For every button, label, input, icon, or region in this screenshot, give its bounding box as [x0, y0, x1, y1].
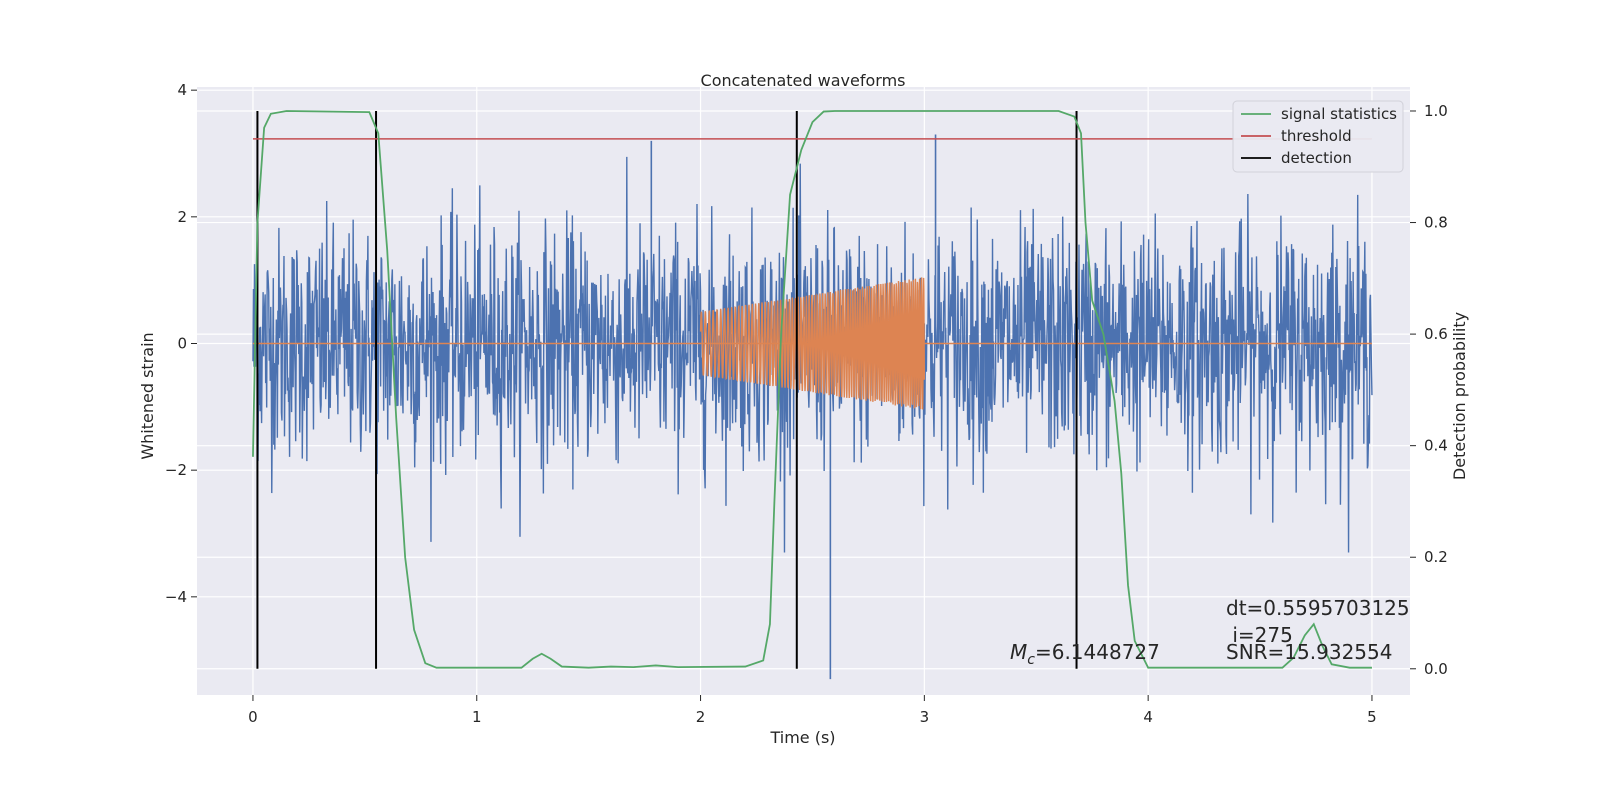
y2-axis-label: Detection probability	[1450, 312, 1469, 480]
chirp-series	[252, 277, 1372, 410]
x-tick-label: 2	[696, 708, 706, 726]
x-tick-label: 0	[248, 708, 258, 726]
dt-annotation: dt=0.5595703125	[1226, 596, 1410, 620]
chart-title: Concatenated waveforms	[701, 71, 906, 90]
y-tick-label: 2	[177, 208, 187, 226]
mc-value: =6.1448727	[1035, 640, 1160, 664]
signal-statistics-trace	[252, 110, 1372, 669]
y2-tick-label: 0.6	[1424, 325, 1448, 343]
x-tick-label: 3	[920, 708, 930, 726]
y-axis-ticks: −4 −2 0 2 4	[165, 81, 197, 606]
index-annotation: i=275	[1226, 623, 1293, 647]
signal-statistics-line	[252, 110, 1372, 669]
legend: signal statistics threshold detection	[1232, 100, 1404, 173]
y-tick-label: −4	[165, 588, 187, 606]
y-axis-label: Whitened strain	[138, 332, 157, 459]
legend-label-threshold: threshold	[1281, 127, 1352, 145]
y-tick-label: 4	[177, 81, 187, 99]
y2-tick-label: 0.2	[1424, 548, 1448, 566]
y2-tick-label: 0.8	[1424, 214, 1448, 232]
mc-subscript: c	[1027, 652, 1035, 668]
x-axis-ticks: 0 1 2 3 4 5	[248, 695, 1377, 726]
x-tick-label: 4	[1143, 708, 1153, 726]
legend-label-detection: detection	[1281, 149, 1352, 167]
y2-tick-label: 0.4	[1424, 437, 1448, 455]
y2-axis-ticks: 0.0 0.2 0.4 0.6 0.8 1.0	[1410, 102, 1448, 678]
detection-lines	[256, 110, 1078, 669]
chirp-mass-annotation: Mc=6.1448727	[1010, 640, 1160, 668]
y-tick-label: 0	[177, 335, 187, 353]
snr-annotation: SNR=15.932554	[1226, 640, 1392, 664]
chirp-trace	[699, 277, 926, 410]
x-tick-label: 1	[472, 708, 482, 726]
mc-symbol: M	[1010, 640, 1027, 664]
y-tick-label: −2	[165, 461, 187, 479]
legend-label-signal-statistics: signal statistics	[1281, 105, 1397, 123]
y2-tick-label: 1.0	[1424, 102, 1448, 120]
annotations: Mc=6.1448727 dt=0.5595703125 i=275 SNR=1…	[1010, 596, 1410, 668]
x-tick-label: 5	[1367, 708, 1377, 726]
y2-tick-label: 0.0	[1424, 660, 1448, 678]
legend-box	[1232, 100, 1404, 173]
x-axis-label: Time (s)	[769, 728, 835, 747]
